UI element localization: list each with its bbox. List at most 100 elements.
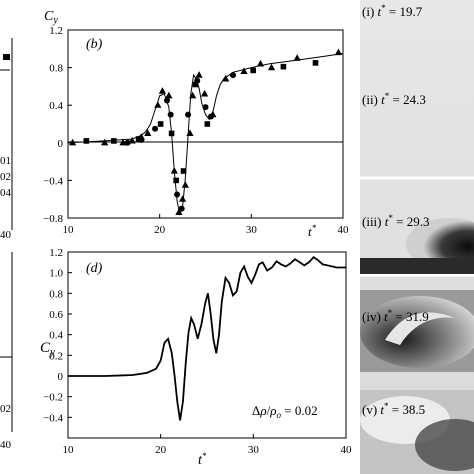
panel-b-ytick-label: −0.4: [43, 175, 63, 187]
panel-b-triangle-point: [181, 181, 189, 188]
panel-b-ylabel: Cy: [44, 9, 58, 26]
panel-b-square-point: [180, 168, 187, 174]
snapshot-iv-vortex: [360, 296, 474, 368]
panel-b-square-point: [250, 67, 256, 74]
panel-d-xtick-label: 40: [341, 444, 353, 456]
panel-b-circle-point: [152, 125, 159, 132]
left-strip-tick: 40: [0, 229, 12, 241]
panel-d-ticks: 10 20 30 40 1.2 1.0 0.8 0.6 0.4 0.2 0 −0.2 −0.4: [43, 247, 352, 456]
snapshot-iii-plume: [406, 218, 474, 270]
panel-b-triangle-point: [256, 59, 265, 67]
panel-b-square-point: [280, 63, 287, 70]
snapshot-iv-swirl-arm: [385, 312, 455, 345]
panel-b-triangle-point: [175, 208, 183, 215]
panel-b-square-point: [111, 138, 117, 144]
panel-d-xtick-label: 30: [248, 444, 260, 456]
snapshot-v-dark-region: [415, 419, 474, 471]
panel-b-ytick-label: 0: [58, 138, 64, 150]
panel-d-ytick-label: −0.2: [43, 392, 63, 404]
panel-b-circle-point: [174, 191, 181, 198]
panel-b-ytick-label: −0.8: [43, 213, 63, 225]
snapshot-iii-bottom-layer: [360, 258, 474, 274]
left-strip-lower-tick: 40: [0, 439, 12, 451]
panel-b-triangle-point: [154, 101, 162, 108]
panel-b-triangle-point: [222, 74, 230, 82]
panel-b-ytick-label: 0.8: [49, 63, 63, 75]
panel-b-triangle-point: [293, 54, 301, 61]
left-strip-lower-fragment: 02: [0, 403, 11, 415]
panel-d-ytick-label: 1.2: [49, 247, 63, 259]
snapshot-label: (v) t* = 38.5: [362, 401, 425, 417]
snapshot-column: (i) t* = 19.7 (ii) t* = 24.3 (iii) t* = 29…: [360, 0, 474, 474]
panel-b-circle-point: [194, 77, 201, 84]
panel-b-circle-point: [124, 139, 131, 146]
panel-b-xlabel: t*: [308, 223, 317, 239]
panel-d-ytick-label: 0.2: [49, 350, 63, 362]
panel-d-frame: [67, 251, 347, 439]
panel-b-ticks: 10 20 30 40 1.2 0.8 0.4 0 −0.4 −0.8: [43, 25, 349, 236]
panel-b-square-point: [157, 121, 164, 127]
panel-d-ytick-label: 0: [58, 371, 64, 383]
panel-d-xtick-label: 10: [63, 444, 75, 456]
panel-b-circle-point: [178, 205, 185, 212]
snapshot-label: (iv) t* = 31.9: [362, 308, 429, 324]
panel-b-fit-curve: [67, 53, 344, 217]
panel-b-triangle-point: [267, 63, 276, 71]
chart-panel-d: Cy (d) t* Δρ/ρo = 0.02 10 20 30 401.21.00.8…: [40, 247, 352, 468]
left-strip: 01 02 04 40 02 40: [0, 38, 13, 451]
panel-b-circle-point: [167, 111, 174, 118]
panel-d-ytick-label: −0.4: [43, 412, 63, 424]
panel-d-xtick-label: 20: [155, 444, 167, 456]
panel-b-triangle-point: [240, 67, 248, 74]
panel-b-triangle-point: [334, 48, 343, 56]
panel-b-square-point: [83, 138, 90, 144]
panel-b-xtick-label: 30: [246, 224, 258, 236]
panel-b-triangle-point: [195, 71, 203, 78]
panel-b-square-point: [204, 121, 211, 127]
panel-b-triangle-point: [144, 129, 152, 136]
snapshot-label: (ii) t* = 24.3: [362, 91, 426, 107]
panel-b-triangle-point: [68, 138, 77, 146]
panel-b-circle-point: [138, 136, 145, 143]
panel-d-ytick-label: 0.6: [49, 309, 63, 321]
panel-d-ytick-label: 1.0: [49, 268, 63, 280]
panel-b-triangle-point: [186, 129, 194, 136]
snapshot-label: (iii) t* = 29.3: [362, 213, 429, 229]
panel-d-annotation: Δρ/ρo = 0.02: [252, 403, 318, 420]
panel-b-triangle-point: [170, 167, 178, 174]
panel-b-xtick-label: 40: [338, 224, 350, 236]
panel-b-points: [68, 48, 343, 215]
panel-d-xlabel: t*: [198, 451, 207, 468]
left-strip-fragment-3: 04: [0, 187, 12, 199]
panel-b-square-point: [173, 177, 179, 184]
panel-b-triangle-point: [189, 91, 197, 99]
panel-b-square-point: [192, 81, 199, 88]
panel-b-circle-point: [208, 113, 214, 120]
panel-b-triangle-point: [158, 87, 167, 94]
panel-b-ytick-label: 1.2: [49, 25, 63, 37]
panel-d-series-line: [68, 256, 346, 421]
panel-b-square-point: [168, 130, 175, 137]
panel-b-circle-point: [230, 72, 236, 79]
panel-d-ytick-label: 0.4: [49, 330, 63, 342]
panel-d-ytick-label: 0.8: [49, 288, 63, 300]
panel-b-xtick-label: 20: [154, 224, 166, 236]
panel-b-triangle-point: [200, 89, 209, 97]
left-strip-fragment-2: 02: [0, 171, 11, 183]
panel-b-triangle-point: [165, 91, 173, 99]
panel-b-triangle-point: [178, 195, 187, 202]
left-strip-fragment-1: 01: [0, 155, 11, 167]
snapshot-labels: (i) t* = 19.7 (ii) t* = 24.3 (iii) t* = 29…: [362, 3, 429, 417]
panel-b-frame: [67, 29, 344, 219]
panel-b-circle-point: [202, 104, 209, 111]
panel-b-circle-point: [185, 111, 192, 118]
chart-panel-b: Cy (b) t* 10 20 30 40 1.2 0.8 0.4 0 −0.4 −0.8: [43, 9, 349, 239]
panel-b-circle-point: [164, 97, 170, 104]
panel-d-tag: (d): [86, 261, 103, 276]
panel-b-tag: (b): [86, 37, 103, 52]
panel-b-triangle-point: [101, 138, 109, 146]
snapshot-label: (i) t* = 19.7: [362, 3, 423, 19]
left-strip-marker: [3, 54, 10, 60]
panel-b-square-point: [312, 60, 319, 66]
